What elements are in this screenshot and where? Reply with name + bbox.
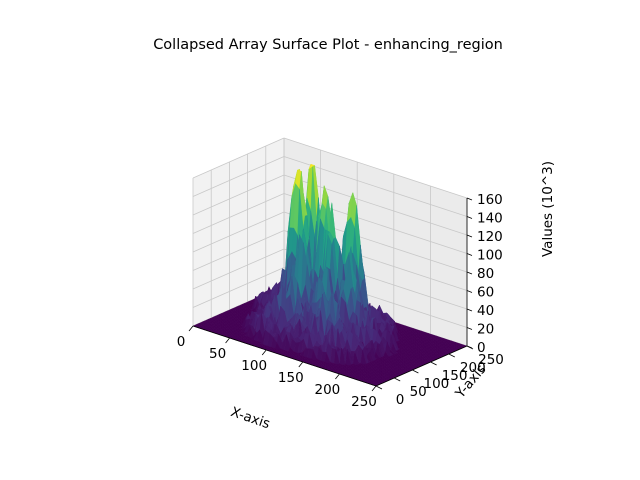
z-tick-mark (466, 197, 473, 201)
y-tick-label: 0 (396, 392, 405, 408)
gridline-z-left (192, 248, 285, 290)
x-tick-mark (225, 337, 230, 344)
y-axis-line (375, 345, 468, 387)
y-tick-label: 150 (442, 368, 468, 384)
gridline-z-left (192, 156, 285, 197)
x-tick-label: 250 (351, 394, 377, 410)
y-tick-mark (394, 377, 401, 382)
z-tick-mark (466, 216, 473, 219)
tick-marks (188, 197, 474, 392)
x-axis-label: X-axis (229, 404, 273, 432)
x-axis-line (192, 325, 377, 387)
surface-mesh (192, 164, 468, 387)
x-tick-label: 0 (177, 334, 186, 350)
y-tick-mark (375, 385, 383, 390)
z-tick-label: 100 (477, 248, 503, 264)
y-tick-label: 200 (460, 360, 486, 376)
x-tick-label: 100 (241, 358, 267, 374)
y-tick-mark (412, 369, 419, 374)
z-tick-label: 0 (477, 340, 486, 356)
x-tick-mark (371, 385, 377, 392)
y-tick-mark (448, 353, 455, 358)
gridline-z-left (192, 211, 285, 253)
x-tick-mark (188, 325, 194, 332)
gridline-z-back (283, 137, 468, 199)
x-tick-mark (298, 361, 304, 368)
z-axis-label: Values (10^3) (540, 161, 556, 257)
z-tick-label: 40 (477, 303, 494, 319)
gridline-z-left (192, 267, 285, 308)
y-tick-label: 50 (410, 384, 427, 400)
y-tick-label: 250 (478, 352, 504, 368)
z-tick-mark (466, 271, 473, 275)
z-tick-mark (466, 308, 473, 312)
y-tick-label: 100 (424, 376, 450, 392)
z-tick-mark (466, 327, 473, 330)
z-tick-mark (466, 253, 473, 256)
chart-title: Collapsed Array Surface Plot - enhancing… (153, 37, 503, 53)
gridline-z-left (192, 193, 285, 234)
z-tick-label: 140 (477, 211, 503, 227)
z-tick-label: 160 (477, 192, 503, 208)
z-tick-mark (466, 290, 473, 293)
z-tick-mark (466, 345, 473, 349)
x-tick-mark (261, 349, 267, 356)
z-tick-mark (466, 234, 473, 238)
z-tick-label: 60 (477, 285, 494, 301)
gridline-z-left (192, 174, 285, 216)
x-tick-label: 200 (315, 382, 341, 398)
x-tick-mark (335, 373, 340, 380)
gridline-z-left (192, 137, 285, 179)
z-tick-label: 120 (477, 229, 503, 245)
gridline-z-left (192, 230, 285, 271)
x-tick-label: 50 (209, 346, 226, 362)
x-tick-label: 150 (278, 370, 304, 386)
y-tick-mark (430, 361, 437, 366)
z-tick-label: 80 (477, 266, 494, 282)
z-tick-label: 20 (477, 322, 494, 338)
